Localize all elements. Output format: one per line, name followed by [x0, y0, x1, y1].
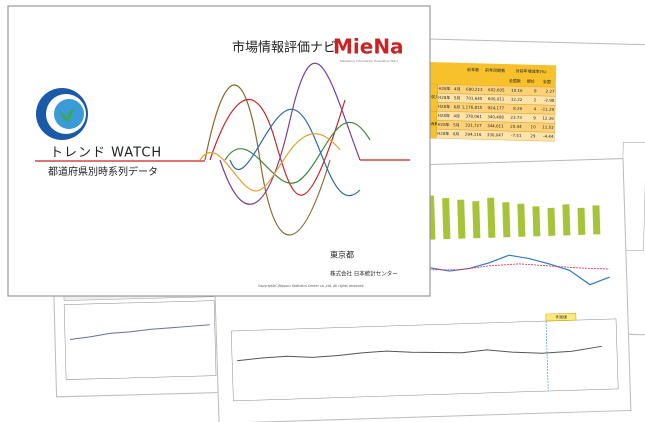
decor-bar	[532, 206, 541, 237]
cell: H28年	[438, 94, 450, 100]
decor-bar	[457, 199, 466, 239]
header-cell: 前年数	[467, 66, 479, 72]
cell: 10.16	[511, 88, 523, 93]
subheader-cell: 全国	[543, 78, 551, 84]
cell: 2	[534, 97, 537, 102]
cell: 344,611	[487, 123, 504, 128]
header-cell: 前年同期数	[485, 67, 505, 74]
sheet	[7, 5, 431, 297]
cell: 6月	[453, 131, 460, 136]
cell: 10	[530, 124, 536, 129]
cell: 294,116	[465, 132, 482, 137]
cell: 4月	[454, 86, 461, 91]
cell: 680,213	[466, 87, 483, 92]
cell: 701,645	[466, 96, 483, 101]
tagline: Marketing Information Evaluation Navi	[340, 59, 398, 63]
decor-bar	[577, 207, 586, 235]
decor-bar	[592, 205, 601, 235]
cell: 29	[530, 133, 536, 138]
badge: 予測値	[555, 313, 567, 319]
cell: 5月	[454, 95, 461, 100]
brand: 市場情報評価ナビ	[232, 40, 336, 56]
cell: 6月	[454, 104, 461, 109]
cell: 11.53	[542, 125, 554, 130]
cell: 5月	[453, 122, 460, 127]
decor-bar	[547, 207, 556, 236]
decor-bar	[517, 203, 526, 237]
header-bg	[407, 61, 557, 88]
decor-bar	[442, 198, 451, 240]
cover-page: 市場情報評価ナビ MieNa Marketing Information Eva…	[7, 5, 431, 297]
subtitle: 都道府県別時系列データ	[48, 165, 158, 178]
logo: MieNa	[333, 35, 404, 59]
cell: 2.27	[546, 89, 555, 94]
row-bg	[436, 129, 555, 142]
subheader-cell: 順位	[527, 78, 535, 84]
cell: 12.36	[542, 116, 554, 121]
decor-bar	[502, 202, 511, 238]
cell: 12.22	[511, 97, 523, 102]
decor-bar	[487, 197, 496, 238]
cell: H28年	[437, 130, 449, 136]
cell: -4.44	[543, 134, 554, 139]
subheader-cell: 全国数	[509, 77, 521, 83]
cell: H28年	[438, 85, 450, 91]
cell: 20.44	[510, 124, 522, 129]
title: トレンド WATCH	[50, 146, 162, 161]
cell: H28年	[438, 121, 450, 127]
decor-bar	[562, 204, 571, 236]
cell: -7.51	[511, 133, 522, 138]
cell: 340,408	[487, 114, 504, 119]
cell: 4月	[453, 113, 460, 118]
cell: 600,011	[488, 96, 505, 101]
cell: 23.73	[510, 115, 522, 120]
decor-bar	[472, 201, 481, 239]
cell: 9	[533, 115, 536, 120]
cell: 8	[534, 88, 537, 93]
cell: 924,177	[488, 105, 505, 110]
company: 株式会社 日本統計センター	[330, 270, 398, 278]
cell: 1,176,815	[462, 104, 483, 110]
cell: 331,727	[465, 123, 482, 128]
cell: 8.26	[513, 106, 522, 111]
region: 東京都	[330, 250, 354, 260]
copyright: Copyright(C)Nippon Statistics Center co.…	[258, 284, 364, 288]
cell: 330,047	[487, 132, 504, 137]
cell: 4	[534, 106, 537, 111]
cell: H28年	[438, 103, 450, 109]
cell: 378,061	[465, 114, 482, 119]
cell: 602,605	[488, 87, 505, 92]
cell: H28年	[438, 112, 450, 118]
header-cell: 対前年増減率(%)	[516, 67, 548, 74]
cell: -11.29	[541, 107, 554, 112]
cell: -2.98	[544, 98, 555, 103]
decor-waves	[199, 62, 410, 236]
logo-mark	[36, 88, 88, 140]
